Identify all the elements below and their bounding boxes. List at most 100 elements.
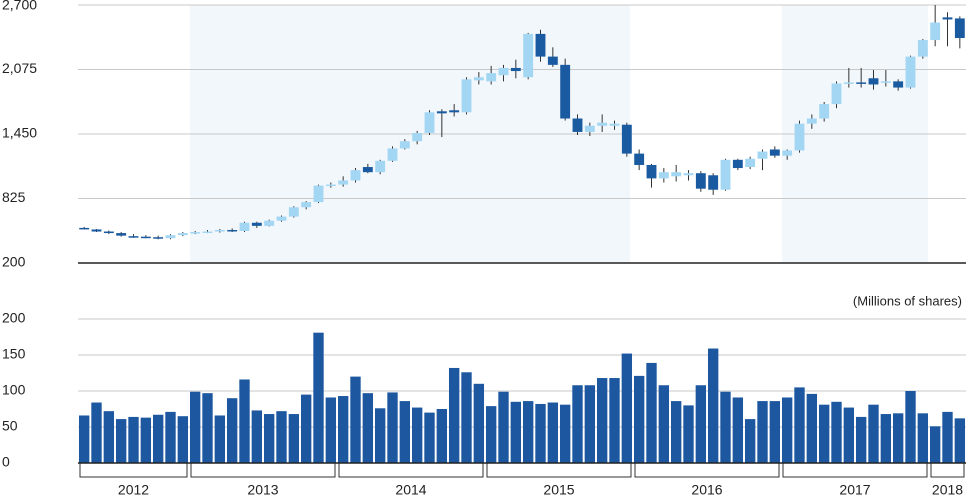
- bar: [646, 362, 657, 463]
- candle-body: [695, 173, 706, 189]
- bar: [683, 405, 694, 463]
- year-bracket: [930, 463, 965, 478]
- candle-body: [362, 167, 373, 173]
- candle-body: [769, 149, 780, 156]
- axis-label: (Millions of shares): [853, 293, 962, 308]
- bar: [374, 408, 386, 463]
- bar: [103, 411, 115, 463]
- candle-body: [572, 118, 583, 132]
- year-bracket: [634, 463, 780, 478]
- bar: [177, 416, 189, 463]
- bar: [868, 404, 879, 463]
- candle-body: [288, 207, 299, 217]
- candle-body: [239, 222, 250, 232]
- bar: [522, 401, 534, 463]
- bar: [658, 385, 670, 463]
- year-bracket: [79, 463, 188, 478]
- bar: [732, 397, 744, 463]
- candle-body: [819, 104, 830, 119]
- candle-body: [671, 172, 682, 177]
- candle-body: [498, 67, 509, 76]
- bar: [337, 396, 349, 463]
- candle-body: [165, 235, 176, 239]
- candle-body: [510, 67, 521, 72]
- bar: [165, 411, 176, 463]
- bar: [313, 332, 324, 463]
- candle-body: [954, 18, 965, 39]
- bar: [535, 403, 546, 463]
- bar: [300, 394, 312, 463]
- bar: [202, 393, 213, 463]
- y-tick-label: 0: [2, 454, 10, 470]
- x-tick-label: 2014: [395, 482, 426, 498]
- candle-body: [843, 82, 854, 84]
- bar: [239, 379, 250, 463]
- candle-body: [412, 132, 423, 142]
- bar: [794, 387, 805, 463]
- year-bracket: [190, 463, 336, 478]
- bar: [263, 414, 275, 463]
- candle-body: [930, 22, 941, 41]
- candle-body: [560, 64, 571, 119]
- candle-body: [128, 236, 139, 238]
- candle-body: [745, 158, 756, 168]
- candle-body: [116, 233, 127, 236]
- candle-body: [609, 123, 620, 126]
- bar: [769, 401, 781, 463]
- candle-body: [720, 159, 731, 190]
- candle-body: [190, 232, 201, 234]
- x-tick-label: 2018: [932, 482, 963, 498]
- candle-body: [708, 175, 719, 190]
- bar: [128, 416, 139, 463]
- bar: [473, 383, 485, 463]
- candle-body: [350, 170, 361, 181]
- bar: [288, 414, 300, 463]
- candle-body: [140, 236, 151, 239]
- bar: [189, 391, 201, 463]
- bar: [115, 419, 127, 463]
- bar: [596, 378, 608, 463]
- bar: [547, 402, 559, 463]
- bar: [720, 391, 731, 463]
- y-tick-label: 50: [2, 418, 18, 434]
- candle-body: [202, 231, 213, 234]
- candle-body: [782, 150, 793, 156]
- candle-body: [683, 173, 694, 176]
- bar: [572, 385, 583, 463]
- bar: [670, 401, 682, 463]
- x-tick-label: 2017: [839, 482, 870, 498]
- candle-body: [301, 202, 312, 208]
- bar: [325, 397, 337, 463]
- candle-body: [757, 151, 768, 159]
- x-tick-label: 2012: [118, 482, 149, 498]
- bar: [707, 348, 719, 463]
- bar: [498, 391, 509, 463]
- x-tick-label: 2016: [691, 482, 722, 498]
- candle-body: [584, 125, 595, 132]
- candle-body: [264, 220, 275, 226]
- y-tick-label: 150: [2, 346, 26, 362]
- year-bracket: [486, 463, 632, 478]
- candle-body: [375, 160, 386, 173]
- bar: [929, 426, 941, 463]
- x-tick-label: 2013: [247, 482, 278, 498]
- bar: [942, 411, 953, 463]
- candle-body: [893, 81, 904, 88]
- bar: [411, 407, 423, 463]
- y-tick-label: 825: [2, 189, 26, 205]
- candle-body: [868, 78, 879, 85]
- bar: [621, 353, 633, 463]
- bar: [276, 411, 287, 463]
- y-tick-label: 200: [2, 310, 26, 326]
- bar: [806, 393, 818, 463]
- bar: [78, 415, 90, 463]
- candle-body: [917, 40, 928, 57]
- bar: [584, 385, 596, 463]
- candle-body: [313, 185, 324, 203]
- candle-body: [79, 227, 90, 230]
- y-tick-label: 200: [2, 254, 26, 270]
- bar: [818, 404, 830, 463]
- candle-body: [436, 111, 447, 114]
- bar: [757, 401, 768, 463]
